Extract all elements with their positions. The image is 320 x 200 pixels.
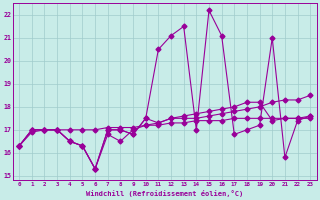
X-axis label: Windchill (Refroidissement éolien,°C): Windchill (Refroidissement éolien,°C) (86, 190, 243, 197)
